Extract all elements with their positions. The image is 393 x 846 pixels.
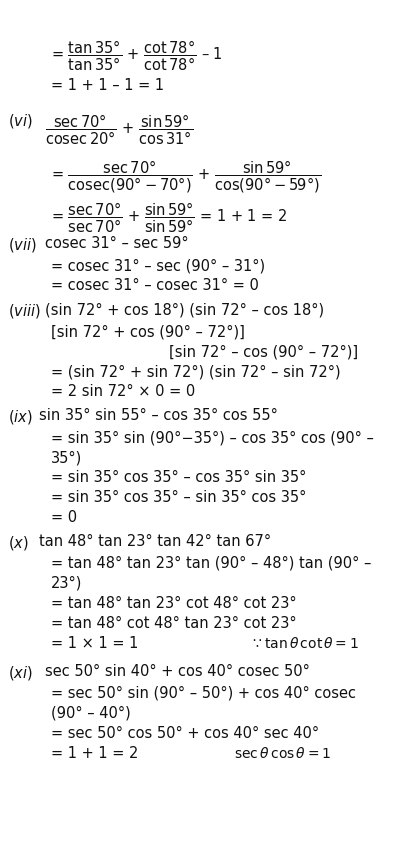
Text: = $\dfrac{\sec 70°}{\mathrm{cosec}(90°−70°)}$ + $\dfrac{\sin 59°}{\cos(90°−59°)}: = $\dfrac{\sec 70°}{\mathrm{cosec}(90°−7… <box>51 158 321 195</box>
Text: = $\dfrac{\tan 35°}{\tan 35°}$ + $\dfrac{\cot 78°}{\cot 78°}$ – 1: = $\dfrac{\tan 35°}{\tan 35°}$ + $\dfrac… <box>51 38 223 73</box>
Text: cosec 31° – sec 59°: cosec 31° – sec 59° <box>45 236 189 251</box>
Text: [sin 72° + cos (90° – 72°)]: [sin 72° + cos (90° – 72°)] <box>51 324 245 339</box>
Text: sin 35° sin 55° – cos 35° cos 55°: sin 35° sin 55° – cos 35° cos 55° <box>39 408 278 423</box>
Text: = sin 35° cos 35° – cos 35° sin 35°: = sin 35° cos 35° – cos 35° sin 35° <box>51 470 307 485</box>
Text: = 2 sin 72° × 0 = 0: = 2 sin 72° × 0 = 0 <box>51 384 195 399</box>
Text: = tan 48° tan 23° cot 48° cot 23°: = tan 48° tan 23° cot 48° cot 23° <box>51 596 297 611</box>
Text: 23°): 23°) <box>51 576 83 591</box>
Text: = tan 48° cot 48° tan 23° cot 23°: = tan 48° cot 48° tan 23° cot 23° <box>51 616 297 631</box>
Text: = sec 50° cos 50° + cos 40° sec 40°: = sec 50° cos 50° + cos 40° sec 40° <box>51 726 319 741</box>
Text: = cosec 31° – sec (90° – 31°): = cosec 31° – sec (90° – 31°) <box>51 258 265 273</box>
Text: $(vi)$: $(vi)$ <box>8 112 33 130</box>
Text: $(vii)$: $(vii)$ <box>8 236 37 254</box>
Text: (90° – 40°): (90° – 40°) <box>51 706 131 721</box>
Text: = cosec 31° – cosec 31° = 0: = cosec 31° – cosec 31° = 0 <box>51 278 259 293</box>
Text: 35°): 35°) <box>51 450 83 465</box>
Text: tan 48° tan 23° tan 42° tan 67°: tan 48° tan 23° tan 42° tan 67° <box>39 534 272 549</box>
Text: = sec 50° sin (90° – 50°) + cos 40° cosec: = sec 50° sin (90° – 50°) + cos 40° cose… <box>51 686 356 701</box>
Text: [sin 72° – cos (90° – 72°)]: [sin 72° – cos (90° – 72°)] <box>169 344 358 359</box>
Text: = 1 + 1 = 2: = 1 + 1 = 2 <box>51 746 138 761</box>
Text: sec 50° sin 40° + cos 40° cosec 50°: sec 50° sin 40° + cos 40° cosec 50° <box>45 664 310 679</box>
Text: = $\dfrac{\sec 70°}{\sec 70°}$ + $\dfrac{\sin 59°}{\sin 59°}$ = 1 + 1 = 2: = $\dfrac{\sec 70°}{\sec 70°}$ + $\dfrac… <box>51 200 288 234</box>
Text: $\dfrac{\sec 70°}{\mathrm{cosec}\,20°}$ + $\dfrac{\sin 59°}{\cos 31°}$: $\dfrac{\sec 70°}{\mathrm{cosec}\,20°}$ … <box>45 112 193 146</box>
Text: = 1 × 1 = 1: = 1 × 1 = 1 <box>51 636 138 651</box>
Text: = sin 35° cos 35° – sin 35° cos 35°: = sin 35° cos 35° – sin 35° cos 35° <box>51 490 307 505</box>
Text: $(ix)$: $(ix)$ <box>8 408 33 426</box>
Text: $(xi)$: $(xi)$ <box>8 664 33 682</box>
Text: $(x)$: $(x)$ <box>8 534 29 552</box>
Text: = tan 48° tan 23° tan (90° – 48°) tan (90° –: = tan 48° tan 23° tan (90° – 48°) tan (9… <box>51 556 371 571</box>
Text: = 1 + 1 – 1 = 1: = 1 + 1 – 1 = 1 <box>51 78 164 93</box>
Text: = 0: = 0 <box>51 510 77 525</box>
Text: = sin 35° sin (90°−35°) – cos 35° cos (90° –: = sin 35° sin (90°−35°) – cos 35° cos (9… <box>51 430 374 445</box>
Text: ${\sec\theta\, \cos\theta = 1}$: ${\sec\theta\, \cos\theta = 1}$ <box>234 746 331 761</box>
Text: ${\because \tan\theta\, \cot\theta = 1}$: ${\because \tan\theta\, \cot\theta = 1}$ <box>250 636 359 651</box>
Text: = (sin 72° + sin 72°) (sin 72° – sin 72°): = (sin 72° + sin 72°) (sin 72° – sin 72°… <box>51 364 341 379</box>
Text: $(viii)$: $(viii)$ <box>8 302 41 320</box>
Text: (sin 72° + cos 18°) (sin 72° – cos 18°): (sin 72° + cos 18°) (sin 72° – cos 18°) <box>45 302 324 317</box>
